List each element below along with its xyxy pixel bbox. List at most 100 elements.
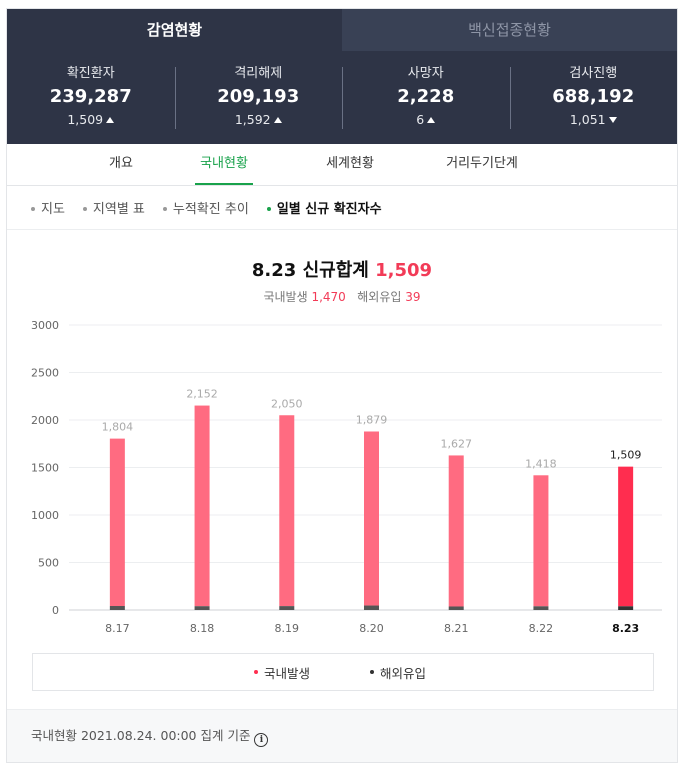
x-tick-label: 8.21 xyxy=(444,622,469,635)
bar-overseas xyxy=(279,606,295,610)
domestic-value: 1,470 xyxy=(311,290,346,304)
subnav-overview[interactable]: 개요 xyxy=(109,156,133,171)
y-tick-label: 2500 xyxy=(31,367,59,380)
filter-label: 지역별 표 xyxy=(92,202,145,217)
y-tick-label: 1500 xyxy=(31,462,59,475)
stat-delta: 6 xyxy=(342,110,510,130)
chart-subtitle: 국내발생 1,470 해외유입 39 xyxy=(7,288,677,305)
bar-total-label: 1,804 xyxy=(102,421,134,434)
footer-note: 국내현황 2021.08.24. 00:00 집계 기준 i xyxy=(7,709,677,762)
y-tick-label: 0 xyxy=(52,604,59,617)
chart-title-date: 8.23 xyxy=(251,260,297,281)
stat-delta-value: 6 xyxy=(416,112,425,127)
x-tick-label: 8.23 xyxy=(612,622,639,635)
bar-domestic xyxy=(194,405,210,607)
chart-title: 8.23 신규합계 1,509 xyxy=(7,256,677,282)
stat-delta: 1,509 xyxy=(7,110,175,130)
arrow-up-icon xyxy=(273,117,282,123)
bar-total-label: 2,152 xyxy=(186,388,218,401)
stat-value: 239,287 xyxy=(49,86,132,107)
stat-value: 209,193 xyxy=(217,86,300,107)
stat-value: 2,228 xyxy=(397,86,455,107)
stat-deaths: 사망자 2,228 6 xyxy=(342,65,510,144)
subnav-world[interactable]: 세계현황 xyxy=(326,156,374,171)
bar-overseas xyxy=(109,606,125,610)
tab-vaccination-status[interactable]: 백신접종현황 xyxy=(342,9,677,51)
bar-total-label: 2,050 xyxy=(271,397,303,410)
bar-overseas xyxy=(533,606,549,610)
bar-total-label: 1,879 xyxy=(356,413,388,426)
legend-label: 해외유입 xyxy=(380,665,427,681)
stat-label: 검사진행 xyxy=(569,66,618,81)
bar-total-label: 1,509 xyxy=(610,449,642,462)
chart-title-label: 신규합계 xyxy=(302,260,369,281)
bar-domestic xyxy=(109,438,125,607)
stat-label: 사망자 xyxy=(407,66,444,81)
main-tabs: 감염현황 백신접종현황 xyxy=(7,9,677,51)
subnav-domestic[interactable]: 국내현황 xyxy=(195,144,253,185)
overseas-value: 39 xyxy=(405,290,421,304)
x-tick-label: 8.17 xyxy=(105,622,130,635)
info-icon[interactable]: i xyxy=(254,733,269,747)
covid-status-widget: 감염현황 백신접종현황 확진환자 239,287 1,509 격리해제 209,… xyxy=(6,8,678,763)
stat-testing: 검사진행 688,192 1,051 xyxy=(509,65,678,144)
stat-delta: 1,592 xyxy=(175,110,343,130)
bar-overseas xyxy=(448,606,464,610)
x-tick-label: 8.22 xyxy=(529,622,554,635)
arrow-down-icon xyxy=(608,117,617,123)
header-panel: 감염현황 백신접종현황 확진환자 239,287 1,509 격리해제 209,… xyxy=(7,9,677,144)
filter-daily-new-cases[interactable]: 일별 신규 확진자수 xyxy=(266,198,382,217)
y-tick-label: 3000 xyxy=(31,319,59,332)
stat-delta: 1,051 xyxy=(510,110,678,130)
y-tick-label: 500 xyxy=(38,557,59,570)
bar-overseas xyxy=(364,605,379,610)
bar-total-label: 1,627 xyxy=(440,437,472,450)
bar-domestic xyxy=(533,475,549,607)
tab-infection-status[interactable]: 감염현황 xyxy=(7,9,342,51)
filter-map[interactable]: 지도 xyxy=(31,198,65,217)
stat-delta-value: 1,509 xyxy=(67,112,104,127)
bar-domestic xyxy=(364,431,379,606)
legend-domestic[interactable]: 국내발생 xyxy=(254,663,310,682)
x-tick-label: 8.18 xyxy=(190,622,215,635)
bullet-icon xyxy=(31,206,35,211)
stat-label: 확진환자 xyxy=(66,66,115,81)
bullet-icon xyxy=(162,206,167,211)
stat-delta-value: 1,592 xyxy=(234,112,271,127)
stat-confirmed: 확진환자 239,287 1,509 xyxy=(7,65,175,144)
filter-cumulative-trend[interactable]: 누적확진 추이 xyxy=(162,198,249,217)
legend-swatch-overseas xyxy=(370,670,375,674)
legend-swatch-domestic xyxy=(254,670,258,674)
legend-overseas[interactable]: 해외유입 xyxy=(370,663,426,682)
y-tick-label: 2000 xyxy=(31,414,59,427)
bar-total-label: 1,418 xyxy=(525,457,557,470)
stat-label: 격리해제 xyxy=(234,66,283,81)
filter-region-table[interactable]: 지역별 표 xyxy=(82,198,145,217)
bar-overseas xyxy=(618,606,634,610)
sub-navigation: 개요 국내현황 세계현황 거리두기단계 xyxy=(7,144,677,186)
footer-text: 국내현황 2021.08.24. 00:00 집계 기준 xyxy=(31,728,251,743)
x-tick-label: 8.19 xyxy=(275,622,300,635)
chart-header: 8.23 신규합계 1,509 국내발생 1,470 해외유입 39 xyxy=(7,230,677,305)
stat-delta-value: 1,051 xyxy=(569,112,606,127)
filter-label: 지도 xyxy=(41,202,65,217)
stats-row: 확진환자 239,287 1,509 격리해제 209,193 1,592 사망… xyxy=(7,51,677,144)
filter-label: 일별 신규 확진자수 xyxy=(276,202,382,217)
chart-title-total: 1,509 xyxy=(375,260,433,281)
bar-overseas xyxy=(194,606,210,610)
x-tick-label: 8.20 xyxy=(359,622,384,635)
bar-domestic xyxy=(618,466,634,607)
y-tick-label: 1000 xyxy=(31,509,59,522)
filter-label: 누적확진 추이 xyxy=(172,202,249,217)
arrow-up-icon xyxy=(427,117,436,123)
stat-released: 격리해제 209,193 1,592 xyxy=(174,65,343,144)
bullet-icon xyxy=(266,206,271,211)
stat-value: 688,192 xyxy=(552,86,635,107)
domestic-label: 국내발생 xyxy=(263,290,308,304)
bar-domestic xyxy=(448,455,464,607)
legend-label: 국내발생 xyxy=(264,665,311,681)
subnav-distancing-level[interactable]: 거리두기단계 xyxy=(446,156,518,171)
bullet-icon xyxy=(82,206,87,211)
overseas-label: 해외유입 xyxy=(357,290,402,304)
chart-filter-list: 지도 지역별 표 누적확진 추이 일별 신규 확진자수 xyxy=(7,186,677,230)
